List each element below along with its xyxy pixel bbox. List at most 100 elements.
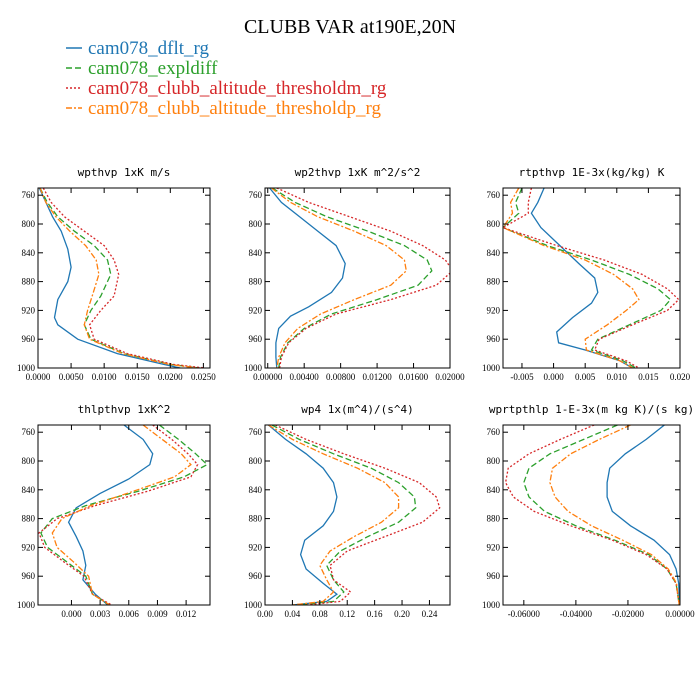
panel-6: wprtpthlp 1-E-3x(m kg K)/(s kg) 760 800 840…	[482, 403, 695, 619]
x-tick-label: 0.02000	[435, 372, 465, 382]
y-tick-label: 920	[487, 542, 501, 552]
plot-frame	[264, 424, 451, 606]
y-tick-label: 920	[249, 305, 263, 315]
y-tick-label: 800	[22, 456, 36, 466]
x-tick-label: 0.000	[61, 609, 82, 619]
series-line-dflt	[269, 188, 346, 368]
y-tick-label: 920	[249, 542, 263, 552]
y-tick-label: 960	[487, 334, 501, 344]
series-line-expldiff	[271, 425, 417, 605]
series-line-expldiff	[40, 425, 209, 605]
plot-area	[269, 188, 450, 368]
x-tick-label: 0.0000	[26, 372, 51, 382]
x-tick-label: 0.16	[367, 609, 383, 619]
x-tick-label: 0.005	[575, 372, 596, 382]
x-tick-label: 0.0250	[191, 372, 216, 382]
legend-label: cam078_clubb_altitude_thresholdm_rg	[88, 78, 387, 99]
plot-frame	[37, 187, 211, 369]
legend-item-thresholdm: cam078_clubb_altitude_thresholdm_rg	[66, 78, 387, 99]
x-tick-label: 0.006	[119, 609, 140, 619]
panel-title: thlpthvp 1xK^2	[78, 403, 171, 416]
series-line-dflt	[530, 188, 633, 368]
series-line-thresholdm	[504, 425, 680, 605]
y-tick-label: 840	[22, 248, 36, 258]
series-line-thresholdm	[276, 188, 450, 368]
panel-title: wp2thvp 1xK m^2/s^2	[295, 166, 421, 179]
series-line-thresholdm	[275, 425, 441, 605]
plot-frame	[502, 424, 681, 606]
series-line-thresholdp	[271, 188, 408, 368]
y-tick-label: 800	[249, 219, 263, 229]
legend-item-dflt: cam078_dflt_rg	[66, 38, 210, 59]
y-tick-label: 840	[249, 248, 263, 258]
x-tick-label: 0.00	[257, 609, 273, 619]
x-tick-label: 0.00800	[326, 372, 356, 382]
y-tick-label: 760	[249, 190, 263, 200]
plot-area	[503, 188, 680, 368]
y-tick-label: 960	[487, 571, 501, 581]
panel-title: wp4 1x(m^4)/(s^4)	[301, 403, 414, 416]
x-tick-label: 0.0200	[158, 372, 183, 382]
y-tick-label: 960	[249, 334, 263, 344]
x-tick-label: 0.003	[90, 609, 111, 619]
x-tick-label: 0.015	[638, 372, 659, 382]
y-tick-label: 800	[487, 456, 501, 466]
x-tick-label: 0.20	[394, 609, 410, 619]
x-tick-label: 0.012	[176, 609, 196, 619]
y-tick-label: 800	[22, 219, 36, 229]
y-tick-label: 1000	[17, 600, 36, 610]
y-tick-label: 960	[249, 571, 263, 581]
y-tick-label: 960	[22, 571, 36, 581]
series-line-dflt	[267, 425, 338, 605]
panel-1: wpthvp 1xK m/s76080084088092096010000.00…	[17, 166, 216, 382]
y-tick-label: 840	[22, 485, 36, 495]
y-tick-label: 880	[249, 277, 263, 287]
y-tick-label: 1000	[482, 600, 501, 610]
y-tick-label: 960	[22, 334, 36, 344]
x-tick-label: -0.02000	[612, 609, 645, 619]
y-tick-label: 1000	[244, 363, 263, 373]
x-tick-label: 0.24	[422, 609, 438, 619]
x-tick-label: 0.010	[607, 372, 628, 382]
legend-label: cam078_dflt_rg	[88, 38, 210, 59]
x-tick-label: 0.000	[543, 372, 564, 382]
series-line-dflt	[67, 425, 154, 605]
legend-item-thresholdp: cam078_clubb_altitude_thresholdp_rg	[66, 98, 382, 119]
y-tick-label: 1000	[244, 600, 263, 610]
y-tick-label: 760	[487, 427, 501, 437]
y-tick-label: 840	[487, 485, 501, 495]
x-tick-label: -0.04000	[560, 609, 593, 619]
series-line-dflt	[38, 188, 181, 368]
plot-frame	[264, 187, 451, 369]
panel-2: wp2thvp 1xK m^2/s^2 760 800 840 880 920 960 100…	[244, 166, 465, 382]
legend-label: cam078_expldiff	[88, 58, 218, 79]
panel-3: rtpthvp 1E-3x(kg/kg) K 760 800 840 880 920 960…	[482, 166, 691, 382]
plot-frame	[502, 187, 681, 369]
series-line-expldiff	[39, 188, 201, 368]
x-tick-label: 0.08	[312, 609, 328, 619]
series-line-thresholdp	[549, 425, 680, 605]
x-tick-label: 0.00000	[253, 372, 283, 382]
panels: wpthvp 1xK m/s76080084088092096010000.00…	[17, 166, 695, 619]
series-line-thresholdm	[503, 188, 680, 368]
y-tick-label: 760	[249, 427, 263, 437]
y-tick-label: 880	[22, 277, 36, 287]
y-tick-label: 840	[487, 248, 501, 258]
x-tick-label: 0.0100	[92, 372, 117, 382]
y-tick-label: 920	[22, 542, 36, 552]
x-tick-label: 0.12	[339, 609, 355, 619]
series-line-dflt	[606, 425, 680, 605]
panel-5: wp4 1x(m^4)/(s^4)76080084088092096010000…	[244, 403, 451, 619]
series-line-thresholdp	[51, 425, 192, 605]
plot-area	[267, 425, 441, 605]
y-tick-label: 760	[487, 190, 501, 200]
panel-title: wprtpthlp 1-E-3x(m kg K)/(s kg)	[489, 403, 694, 416]
x-tick-label: -0.005	[510, 372, 534, 382]
y-tick-label: 1000	[482, 363, 501, 373]
x-tick-label: 0.00000	[665, 609, 695, 619]
x-tick-label: 0.0150	[125, 372, 150, 382]
series-line-expldiff	[503, 188, 672, 368]
x-tick-label: 0.009	[147, 609, 168, 619]
y-tick-label: 840	[249, 485, 263, 495]
y-tick-label: 760	[22, 427, 36, 437]
